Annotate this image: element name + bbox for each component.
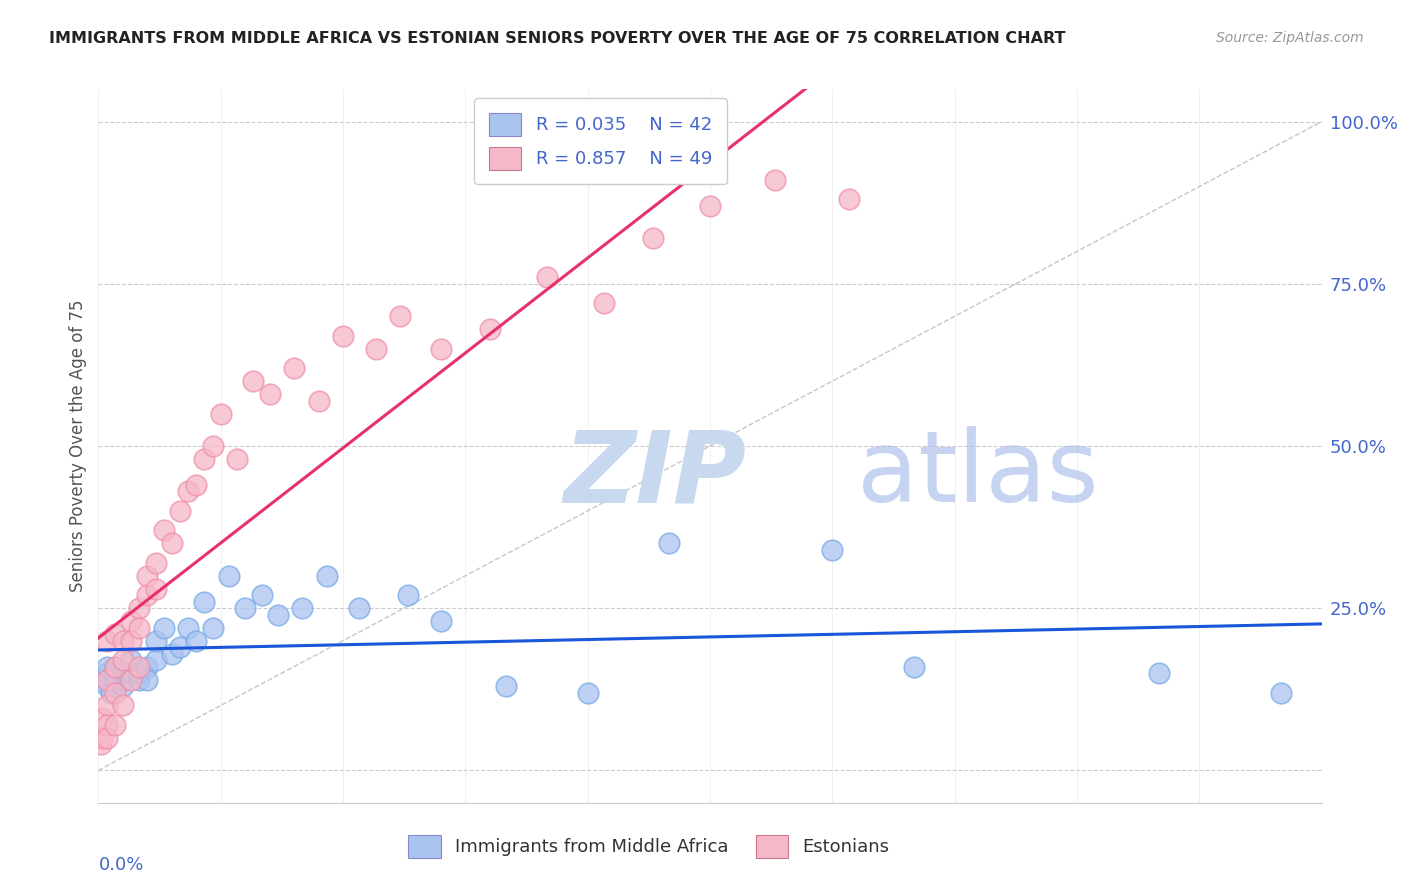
Point	[226, 452, 249, 467]
Point	[308, 393, 330, 408]
Point	[576, 685, 599, 699]
Point	[96, 659, 118, 673]
Point	[104, 659, 127, 673]
Point	[104, 685, 127, 699]
Point	[145, 633, 167, 648]
Point	[152, 621, 174, 635]
Point	[536, 270, 558, 285]
Point	[128, 666, 150, 681]
Point	[641, 231, 664, 245]
Point	[120, 633, 142, 648]
Point	[177, 621, 200, 635]
Point	[104, 718, 127, 732]
Point	[96, 666, 118, 681]
Point	[267, 607, 290, 622]
Point	[152, 524, 174, 538]
Point	[104, 627, 127, 641]
Point	[120, 614, 142, 628]
Point	[128, 601, 150, 615]
Point	[259, 387, 281, 401]
Point	[315, 568, 337, 582]
Point	[291, 601, 314, 615]
Point	[593, 296, 616, 310]
Point	[100, 685, 122, 699]
Point	[169, 504, 191, 518]
Point	[821, 542, 844, 557]
Point	[104, 666, 127, 681]
Point	[364, 342, 387, 356]
Point	[120, 653, 142, 667]
Point	[111, 698, 134, 713]
Point	[120, 673, 142, 687]
Point	[91, 731, 114, 745]
Point	[699, 199, 721, 213]
Point	[218, 568, 240, 582]
Point	[658, 536, 681, 550]
Point	[396, 588, 419, 602]
Point	[430, 342, 453, 356]
Point	[104, 673, 127, 687]
Point	[160, 647, 183, 661]
Point	[1147, 666, 1170, 681]
Point	[120, 666, 142, 681]
Point	[111, 673, 134, 687]
Point	[430, 614, 453, 628]
Point	[91, 673, 114, 687]
Point	[145, 653, 167, 667]
Point	[96, 673, 118, 687]
Text: 0.0%: 0.0%	[98, 856, 143, 874]
Point	[136, 659, 159, 673]
Point	[136, 673, 159, 687]
Point	[201, 621, 224, 635]
Point	[903, 659, 925, 673]
Point	[96, 731, 118, 745]
Text: ZIP: ZIP	[564, 426, 747, 523]
Y-axis label: Seniors Poverty Over the Age of 75: Seniors Poverty Over the Age of 75	[69, 300, 87, 592]
Point	[1270, 685, 1292, 699]
Point	[389, 310, 412, 324]
Point	[91, 711, 114, 725]
Point	[478, 322, 501, 336]
Point	[111, 666, 134, 681]
Point	[90, 738, 112, 752]
Point	[145, 582, 167, 596]
Point	[128, 673, 150, 687]
Point	[169, 640, 191, 654]
Point	[136, 588, 159, 602]
Point	[209, 407, 232, 421]
Point	[136, 568, 159, 582]
Point	[332, 328, 354, 343]
Point	[186, 633, 208, 648]
Point	[111, 653, 134, 667]
Point	[763, 173, 786, 187]
Legend: Immigrants from Middle Africa, Estonians: Immigrants from Middle Africa, Estonians	[394, 820, 904, 872]
Point	[96, 679, 118, 693]
Text: atlas: atlas	[856, 426, 1098, 523]
Point	[495, 679, 517, 693]
Point	[283, 361, 305, 376]
Point	[201, 439, 224, 453]
Point	[233, 601, 256, 615]
Point	[128, 621, 150, 635]
Point	[104, 659, 127, 673]
Point	[349, 601, 371, 615]
Point	[111, 679, 134, 693]
Text: IMMIGRANTS FROM MIDDLE AFRICA VS ESTONIAN SENIORS POVERTY OVER THE AGE OF 75 COR: IMMIGRANTS FROM MIDDLE AFRICA VS ESTONIA…	[49, 31, 1066, 46]
Point	[193, 595, 215, 609]
Point	[838, 193, 860, 207]
Point	[111, 633, 134, 648]
Point	[96, 698, 118, 713]
Point	[193, 452, 215, 467]
Point	[96, 718, 118, 732]
Point	[128, 659, 150, 673]
Point	[177, 484, 200, 499]
Point	[186, 478, 208, 492]
Point	[145, 556, 167, 570]
Text: Source: ZipAtlas.com: Source: ZipAtlas.com	[1216, 31, 1364, 45]
Point	[160, 536, 183, 550]
Point	[96, 633, 118, 648]
Point	[250, 588, 273, 602]
Point	[242, 374, 264, 388]
